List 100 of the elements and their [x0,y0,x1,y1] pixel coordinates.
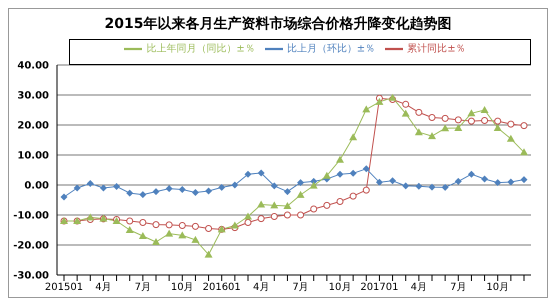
point [284,188,291,196]
point [376,178,383,186]
point [494,124,502,131]
x-tick-label: 10月 [486,282,510,294]
point [520,148,528,156]
y-tick-label: -20.00 [13,240,50,252]
x-tick-label: 4月 [95,282,112,294]
point [139,219,146,226]
point [297,212,304,218]
point [297,179,304,186]
x-tick-label: 7月 [134,282,152,294]
point [192,222,199,230]
point [244,170,252,178]
point [74,184,81,192]
point [323,202,330,209]
point [126,190,134,197]
point [468,170,475,178]
point [296,190,305,198]
y-tick-label: 30.00 [17,90,50,102]
point [442,184,449,191]
point [284,212,291,218]
point [138,232,147,239]
y-tick-label: -30.00 [13,270,50,282]
point [126,218,134,224]
x-tick-label: 7月 [450,282,466,294]
point [218,184,226,191]
y-tick-label: -10.00 [13,210,50,222]
point [257,200,266,208]
point [454,124,462,131]
point [494,118,502,125]
point [205,188,212,194]
point [113,183,120,190]
point [467,109,476,116]
point [166,185,173,192]
point [336,156,344,163]
point [494,179,502,186]
point [178,222,186,229]
point [362,105,370,112]
legend-label: 比上年同月（同比）±％ [146,44,255,55]
point [402,110,410,117]
point [244,219,252,226]
point [402,182,410,190]
x-tick-label: 10月 [170,282,194,294]
point [480,106,489,113]
point [349,133,358,140]
point [60,194,68,200]
point [415,108,422,116]
point [86,213,94,220]
point [481,176,488,182]
point [402,100,410,108]
point [152,188,160,196]
y-tick-label: 0.00 [24,180,50,192]
point [506,134,515,142]
point [258,215,265,222]
point [192,189,199,196]
point [258,170,265,176]
point [270,213,278,220]
point [310,206,318,212]
legend-label: 比上月（环比）±％ [286,44,376,55]
point [415,182,422,190]
point [414,128,423,136]
y-tick-label: 20.00 [17,120,50,132]
point [336,198,344,205]
point [520,122,528,130]
point [191,236,200,243]
point [231,182,238,188]
point [270,182,278,190]
point [244,212,252,220]
point [165,230,174,237]
point [283,202,292,209]
y-tick-label: 10.00 [17,150,50,162]
point [375,98,384,105]
chart-title: 2015年以来各月生产资料市场综合价格升降变化趋势图 [104,14,452,34]
point [428,184,436,191]
x-tick-label: 4月 [252,282,270,294]
point [230,222,239,228]
point [178,186,186,193]
point [428,114,436,121]
point [507,120,514,128]
x-tick-label: 7月 [292,282,309,294]
point [166,221,173,228]
x-tick-label: 4月 [410,282,428,294]
point [442,114,449,122]
point [139,191,146,198]
point [388,94,397,101]
legend-label: 累计同比±％ [407,44,466,55]
point [152,238,160,245]
point [454,116,462,124]
point [204,250,213,258]
point [350,170,357,177]
point [362,186,370,194]
point [270,201,278,208]
point [336,170,344,178]
point [152,221,160,228]
point [468,118,475,125]
point [362,165,370,172]
x-tick-label: 10月 [328,282,352,294]
point [86,180,94,187]
point [100,184,107,192]
point [441,124,450,132]
